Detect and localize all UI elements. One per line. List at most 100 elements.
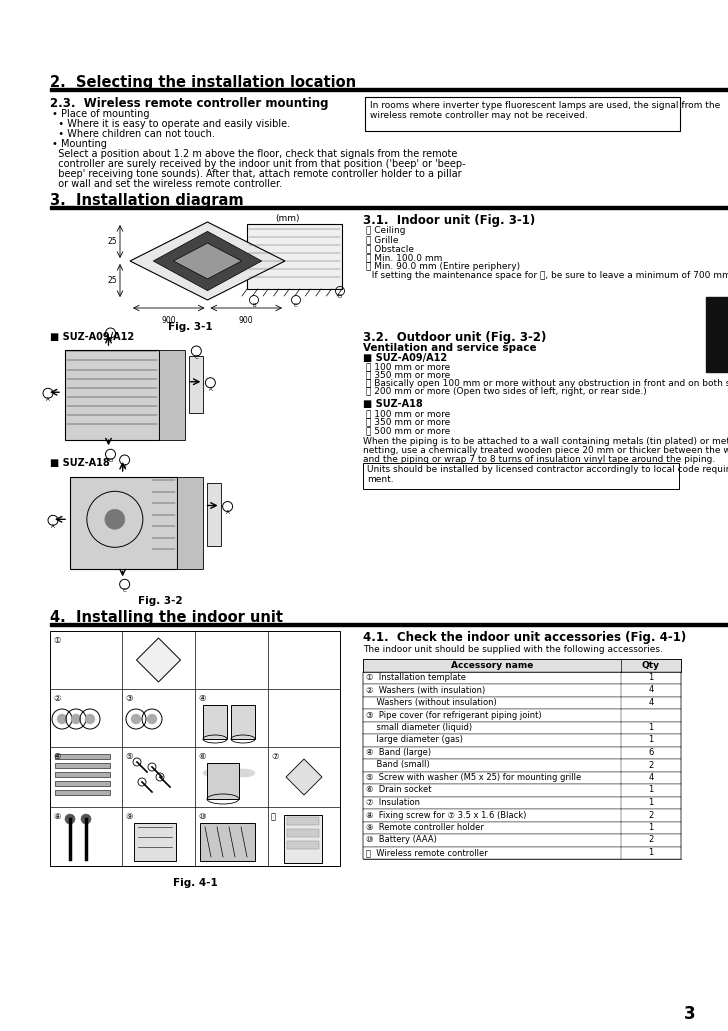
Bar bbox=[50, 88, 728, 91]
Text: • Where children can not touch.: • Where children can not touch. bbox=[52, 129, 215, 139]
Text: Washers (without insulation): Washers (without insulation) bbox=[366, 698, 496, 707]
Bar bbox=[287, 841, 319, 849]
Text: 3.1.  Indoor unit (Fig. 3-1): 3.1. Indoor unit (Fig. 3-1) bbox=[363, 214, 535, 227]
Text: A: A bbox=[226, 510, 229, 516]
Text: A: A bbox=[208, 387, 213, 392]
Text: ⑦: ⑦ bbox=[271, 752, 279, 761]
Circle shape bbox=[147, 714, 157, 724]
Circle shape bbox=[57, 714, 67, 724]
Text: ④: ④ bbox=[198, 694, 205, 703]
Bar bbox=[55, 790, 110, 795]
Text: 2.  Selecting the installation location: 2. Selecting the installation location bbox=[50, 75, 356, 90]
Text: controller are surely received by the indoor unit from that position ('beep' or : controller are surely received by the in… bbox=[52, 159, 466, 169]
Text: D: D bbox=[338, 294, 342, 299]
Bar bbox=[706, 297, 728, 372]
Bar bbox=[363, 822, 681, 834]
Bar bbox=[365, 97, 680, 131]
Text: 3.2.  Outdoor unit (Fig. 3-2): 3.2. Outdoor unit (Fig. 3-2) bbox=[363, 331, 547, 344]
Text: Select a position about 1.2 m above the floor, check that signals from the remot: Select a position about 1.2 m above the … bbox=[52, 149, 457, 159]
Bar bbox=[247, 224, 342, 289]
Text: ④: ④ bbox=[53, 752, 60, 761]
Polygon shape bbox=[286, 759, 322, 795]
Circle shape bbox=[131, 714, 141, 724]
Circle shape bbox=[81, 814, 91, 824]
Bar bbox=[363, 659, 681, 671]
Text: Ⓑ 350 mm or more: Ⓑ 350 mm or more bbox=[366, 370, 450, 379]
Text: Ⓒ 500 mm or more: Ⓒ 500 mm or more bbox=[366, 426, 450, 435]
Text: 2: 2 bbox=[649, 810, 654, 820]
Bar bbox=[55, 763, 110, 768]
Text: C: C bbox=[123, 589, 127, 593]
Text: ■ SUZ-A09/A12: ■ SUZ-A09/A12 bbox=[50, 332, 134, 342]
Text: A: A bbox=[46, 397, 50, 402]
Bar bbox=[55, 754, 110, 759]
Text: 6: 6 bbox=[649, 749, 654, 757]
Text: Ⓐ Ceiling: Ⓐ Ceiling bbox=[366, 226, 405, 235]
Text: ⑩  Battery (AAA): ⑩ Battery (AAA) bbox=[366, 835, 437, 844]
Text: In rooms where inverter type fluorescent lamps are used, the signal from the
wir: In rooms where inverter type fluorescent… bbox=[370, 101, 720, 121]
Text: The indoor unit should be supplied with the following accessories.: The indoor unit should be supplied with … bbox=[363, 645, 663, 654]
Text: Ⓓ 200 mm or more (Open two sides of left, right, or rear side.): Ⓓ 200 mm or more (Open two sides of left… bbox=[366, 388, 646, 397]
Text: ⑨: ⑨ bbox=[125, 812, 132, 821]
Text: C: C bbox=[194, 355, 198, 360]
Text: ⓓ Min. 100.0 mm: ⓓ Min. 100.0 mm bbox=[366, 253, 443, 262]
Text: netting, use a chemically treated wooden piece 20 mm or thicker between the wall: netting, use a chemically treated wooden… bbox=[363, 446, 728, 455]
Bar bbox=[363, 809, 681, 822]
Bar bbox=[177, 476, 202, 569]
Bar bbox=[207, 763, 239, 799]
Text: • Place of mounting: • Place of mounting bbox=[52, 109, 149, 119]
Text: Ⓐ 100 mm or more: Ⓐ 100 mm or more bbox=[366, 409, 450, 418]
Bar bbox=[70, 476, 177, 569]
Bar bbox=[363, 784, 681, 797]
Text: Ⓑ Grille: Ⓑ Grille bbox=[366, 235, 398, 244]
Text: ⑪: ⑪ bbox=[271, 812, 276, 821]
Bar bbox=[189, 356, 203, 413]
Bar bbox=[287, 829, 319, 837]
Bar bbox=[207, 483, 221, 545]
Bar bbox=[363, 846, 681, 859]
Bar bbox=[363, 722, 681, 734]
Bar bbox=[50, 631, 340, 866]
Circle shape bbox=[71, 714, 81, 724]
Text: Band (small): Band (small) bbox=[366, 761, 430, 769]
Bar bbox=[159, 351, 186, 439]
Bar bbox=[363, 709, 681, 722]
Ellipse shape bbox=[231, 769, 255, 777]
Bar bbox=[203, 705, 227, 739]
Text: 2.3.  Wireless remote controller mounting: 2.3. Wireless remote controller mounting bbox=[50, 97, 328, 110]
Bar bbox=[50, 205, 728, 209]
Text: C: C bbox=[294, 303, 298, 308]
Text: 4.1.  Check the indoor unit accessories (Fig. 4-1): 4.1. Check the indoor unit accessories (… bbox=[363, 631, 687, 644]
Text: D: D bbox=[108, 458, 113, 463]
Text: 25: 25 bbox=[107, 276, 116, 285]
Bar bbox=[65, 351, 159, 439]
Text: Ventilation and service space: Ventilation and service space bbox=[363, 343, 537, 353]
Text: ⑤: ⑤ bbox=[125, 752, 132, 761]
Text: ②  Washers (with insulation): ② Washers (with insulation) bbox=[366, 686, 486, 695]
Text: 1: 1 bbox=[649, 823, 654, 832]
Text: Ⓑ 350 mm or more: Ⓑ 350 mm or more bbox=[366, 418, 450, 427]
Text: Fig. 4-1: Fig. 4-1 bbox=[173, 878, 218, 888]
Bar bbox=[363, 734, 681, 746]
Bar bbox=[231, 705, 255, 739]
Text: 1: 1 bbox=[649, 673, 654, 681]
Text: When the piping is to be attached to a wall containing metals (tin plated) or me: When the piping is to be attached to a w… bbox=[363, 437, 728, 446]
Text: ⓔ Min. 90.0 mm (Entire periphery): ⓔ Min. 90.0 mm (Entire periphery) bbox=[366, 262, 520, 271]
Circle shape bbox=[85, 714, 95, 724]
Text: 1: 1 bbox=[649, 798, 654, 807]
Text: ⑥: ⑥ bbox=[198, 752, 205, 761]
Text: ④  Band (large): ④ Band (large) bbox=[366, 749, 431, 757]
Text: B: B bbox=[123, 464, 127, 469]
Polygon shape bbox=[173, 243, 242, 279]
Bar bbox=[134, 823, 176, 861]
Text: Ⓒ Basically open 100 mm or more without any obstruction in front and on both sid: Ⓒ Basically open 100 mm or more without … bbox=[366, 379, 728, 388]
Text: beep' receiving tone sounds). After that, attach remote controller holder to a p: beep' receiving tone sounds). After that… bbox=[52, 169, 462, 179]
Text: ■ SUZ-A18: ■ SUZ-A18 bbox=[50, 458, 110, 468]
Text: 3: 3 bbox=[684, 1005, 696, 1023]
Bar bbox=[50, 623, 728, 626]
Circle shape bbox=[105, 509, 124, 529]
Text: ⑧: ⑧ bbox=[53, 812, 60, 821]
Text: ⑩: ⑩ bbox=[198, 812, 205, 821]
Text: ①  Installation template: ① Installation template bbox=[366, 673, 466, 681]
Text: 2: 2 bbox=[649, 835, 654, 844]
